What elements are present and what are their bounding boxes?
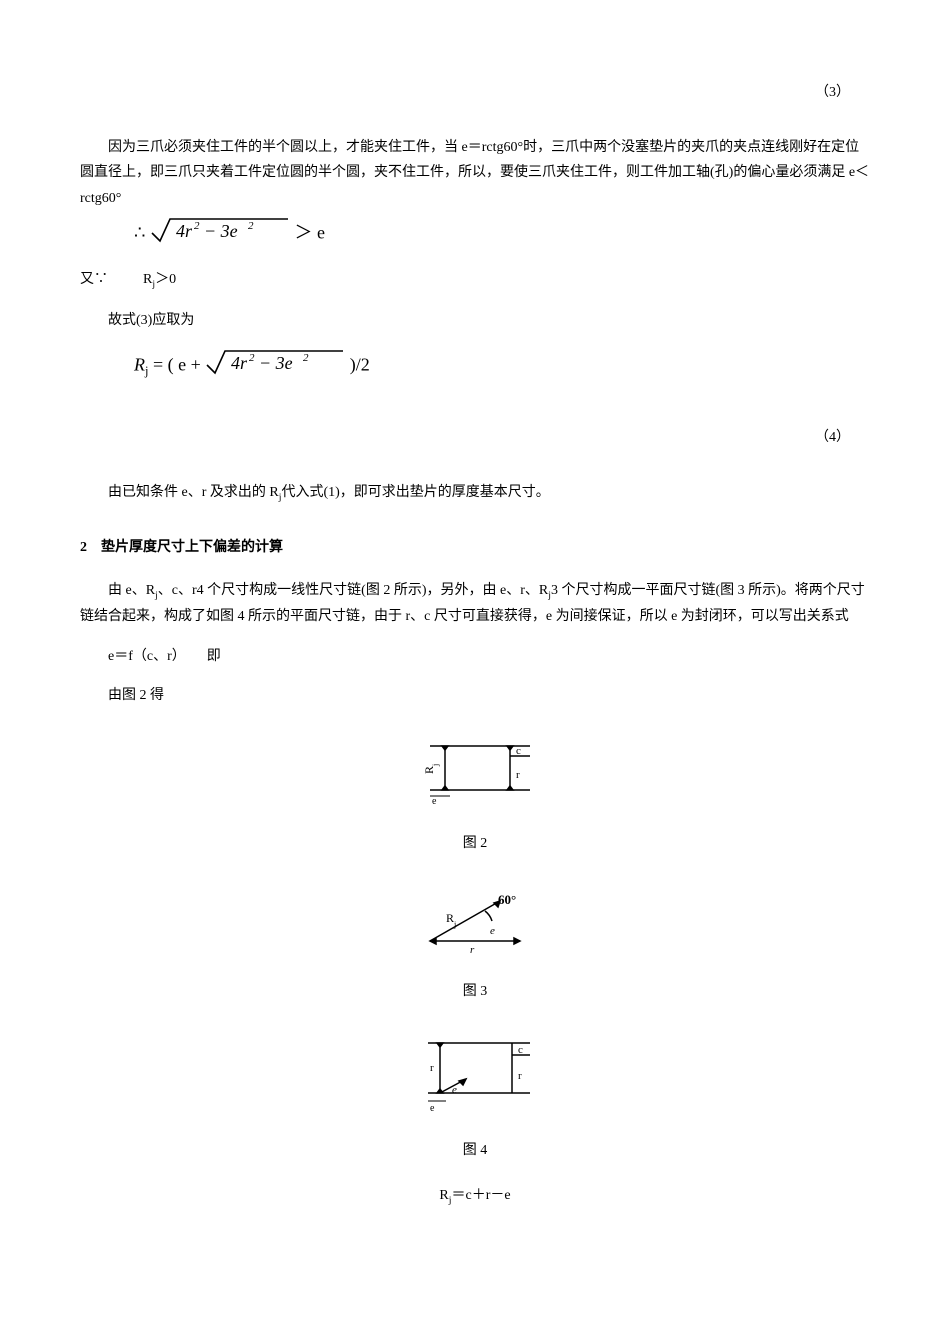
youtu2-line: 由图 2 得 [108,683,870,708]
svg-text:r: r [470,944,475,956]
gu-shi-line: 故式(3)应取为 [108,308,870,333]
figure-4: r c r e e [80,1035,870,1124]
paragraph-1: 因为三爪必须夹住工件的半个圆以上，才能夹住工件，当 e＝rctg60°时，三爪中… [80,135,870,211]
p2-pre: 由已知条件 e、r 及求出的 R [108,485,279,500]
line-you-rj: 又∵ Rj＞0 [80,267,870,293]
svg-text:e: e [452,1084,457,1096]
ef-line: e＝f（c、r） 即 [108,644,870,669]
svg-text:r: r [516,769,520,781]
rj-gt-0: Rj＞0 [143,272,176,287]
svg-text:r: r [518,1070,522,1082]
sqrt-svg-1: 4r 2 − 3e 2 [150,215,290,243]
svg-text:e: e [430,1103,435,1114]
svg-text:c: c [518,1044,523,1056]
equation-label-4: （4） [80,425,870,450]
gt-e: ＞ e [294,222,325,242]
svg-text:r: r [430,1062,434,1074]
formula-sqrt-gt-e: ∴ 4r 2 − 3e 2 ＞ e [134,215,870,253]
therefore-symbol: ∴ [134,222,145,242]
svg-text:Rj: Rj [446,911,456,929]
p3a: 由 e、R [108,583,155,598]
figure-4-svg: r c r e e [410,1035,540,1115]
p2-post: 代入式(1)，即可求出垫片的厚度基本尺寸。 [281,485,549,500]
svg-text:2: 2 [249,352,255,364]
svg-text:2: 2 [303,352,309,364]
paragraph-2: 由已知条件 e、r 及求出的 Rj代入式(1)，即可求出垫片的厚度基本尺寸。 [80,480,870,506]
svg-text:Rj: Rj [422,764,440,774]
feq-pre: R [439,1188,448,1203]
formula-rj: Rj = ( e + 4r 2 − 3e 2 )/2 [134,347,870,385]
figure-2: Rj c r e [80,738,870,817]
figure-3-svg: 60° Rj e r [410,886,540,956]
svg-text:− 3e: − 3e [259,353,293,373]
figure-3: 60° Rj e r [80,886,870,965]
paragraph-3: 由 e、Rj、c、r4 个尺寸构成一线性尺寸链(图 2 所示)，另外，由 e、r… [80,578,870,630]
svg-text:4r: 4r [231,353,248,373]
figure-3-caption: 图 3 [80,979,870,1004]
figure-2-caption: 图 2 [80,831,870,856]
rj-tail: )/2 [350,354,370,374]
you-because: 又∵ [80,272,108,287]
svg-text:4r: 4r [176,221,193,241]
figure-4-caption: 图 4 [80,1138,870,1163]
sqrt-svg-2: 4r 2 − 3e 2 [205,347,345,375]
final-equation: Rj＝c＋r－e [80,1183,870,1209]
section-2-heading: 2 垫片厚度尺寸上下偏差的计算 [80,535,870,560]
figure-2-svg: Rj c r e [410,738,540,808]
feq-post: ＝c＋r－e [451,1188,510,1203]
svg-text:e: e [490,925,495,937]
svg-text:2: 2 [194,220,200,232]
svg-text:− 3e: − 3e [204,221,238,241]
equation-label-3: （3） [80,80,870,105]
rj-eq: = ( e + [153,354,205,374]
svg-text:60°: 60° [498,892,516,907]
svg-text:2: 2 [248,220,254,232]
p3b: 、c、r4 个尺寸构成一线性尺寸链(图 2 所示)，另外，由 e、r、R [158,583,548,598]
svg-text:c: c [516,745,521,757]
svg-text:e: e [432,796,437,807]
